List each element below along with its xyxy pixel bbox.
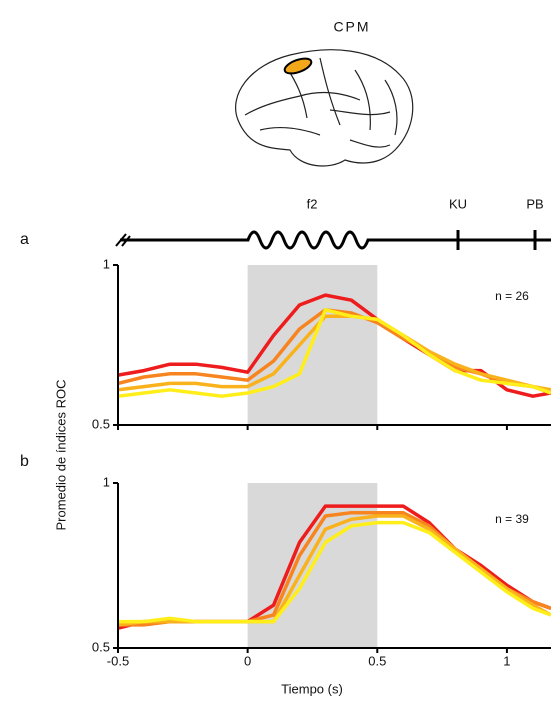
stimulus-timeline — [115, 230, 551, 250]
data-line — [117, 314, 551, 392]
data-line — [117, 308, 551, 398]
x-axis-label: Tiempo (s) — [281, 681, 343, 696]
timeline-label: f2 — [307, 196, 318, 211]
y-axis-label: Promedio de índices ROC — [53, 379, 68, 530]
panel-label: b — [20, 453, 29, 470]
data-line — [118, 520, 551, 624]
panel-label: a — [20, 231, 29, 248]
y-tick-label: 1 — [103, 256, 110, 271]
timeline-label: KU — [449, 196, 467, 211]
x-tick-label: 0.5 — [368, 653, 386, 668]
sample-size: n = 39 — [495, 512, 529, 526]
timeline-label: PB — [526, 196, 543, 211]
x-tick-label: 0 — [244, 653, 251, 668]
y-tick-label: 1 — [103, 474, 110, 489]
y-tick-label: 0.5 — [92, 416, 110, 431]
x-tick-label: -0.5 — [107, 653, 129, 668]
brain-drawing — [235, 49, 414, 167]
y-tick-label: 0.5 — [92, 639, 110, 654]
x-tick-label: 1 — [503, 653, 510, 668]
sample-size: n = 26 — [495, 289, 529, 303]
area-label: CPM — [333, 19, 370, 35]
